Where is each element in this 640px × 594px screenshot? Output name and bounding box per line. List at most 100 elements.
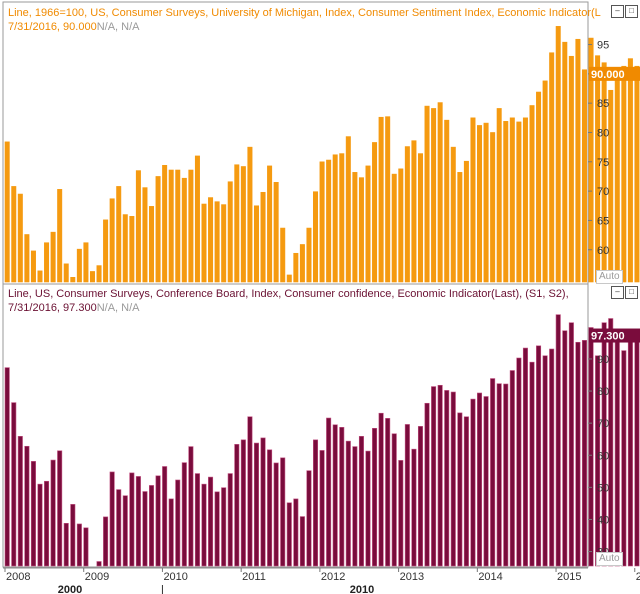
bar — [358, 177, 364, 283]
bar — [63, 523, 69, 567]
bar — [424, 105, 430, 283]
bar — [135, 476, 141, 567]
bar — [253, 442, 259, 567]
bar — [319, 161, 325, 283]
panel1-minimize-button[interactable]: – — [611, 5, 624, 18]
bar — [503, 383, 509, 567]
bar — [522, 347, 528, 567]
bar — [627, 338, 633, 567]
panel1-auto-scale-button[interactable]: Auto — [596, 270, 623, 284]
bar — [358, 436, 364, 567]
bar — [109, 471, 115, 567]
bar — [260, 191, 266, 283]
bar — [549, 348, 555, 567]
bar — [57, 189, 63, 283]
y-tick-label: 60 — [597, 450, 609, 462]
panel2-minimize-button[interactable]: – — [611, 286, 624, 299]
bar — [424, 402, 430, 567]
bar — [503, 121, 509, 283]
y-tick-label: 70 — [597, 418, 609, 430]
bar — [227, 473, 233, 567]
bar — [562, 41, 568, 283]
bar — [240, 439, 246, 567]
bar — [477, 125, 483, 283]
bar — [614, 73, 620, 283]
bar — [299, 244, 305, 283]
bar — [313, 191, 319, 283]
x-tick-label: 2008 — [6, 571, 30, 583]
bar — [221, 204, 227, 283]
legend-sentiment-na: N/A, N/A — [96, 21, 140, 33]
bar — [103, 219, 109, 283]
bar — [214, 201, 220, 283]
bar — [50, 231, 56, 283]
bar — [286, 502, 292, 567]
bar — [162, 165, 168, 283]
last-value-label-bg — [589, 328, 640, 343]
bar — [391, 433, 397, 567]
bar — [83, 242, 89, 283]
legend-sentiment-line1: Line, 1966=100, US, Consumer Surveys, Un… — [8, 7, 601, 19]
bar — [201, 483, 207, 567]
bar — [431, 108, 437, 283]
legend-confidence-line2: 7/31/2016, 97.300 — [8, 302, 97, 314]
y-tick-label: 40 — [597, 514, 609, 526]
bar — [568, 322, 574, 567]
bar — [352, 172, 358, 283]
bar — [372, 427, 378, 567]
bar — [345, 136, 351, 283]
bar — [332, 424, 338, 567]
bar — [149, 206, 155, 283]
bar — [575, 38, 581, 283]
bar — [201, 203, 207, 283]
bar — [221, 487, 227, 567]
bar — [83, 527, 89, 567]
bar — [253, 205, 259, 283]
legend-confidence-na: N/A, N/A — [96, 302, 140, 314]
bar — [450, 391, 456, 567]
bar — [483, 396, 489, 567]
bar — [588, 37, 594, 283]
bar — [444, 119, 450, 283]
bar — [306, 227, 312, 283]
bar — [116, 489, 122, 567]
bar — [326, 417, 332, 567]
bar — [542, 355, 548, 567]
bar — [463, 416, 469, 567]
bar — [162, 466, 168, 567]
panel2-maximize-button[interactable]: □ — [625, 286, 638, 299]
bar — [365, 165, 371, 283]
bar — [142, 187, 148, 283]
bar — [194, 473, 200, 567]
bar — [24, 234, 30, 283]
bar — [175, 479, 181, 567]
y-tick-label: 90 — [597, 354, 609, 366]
bar — [444, 390, 450, 567]
bar — [181, 462, 187, 567]
bar — [175, 169, 181, 283]
bar — [319, 450, 325, 567]
panel2-auto-scale-button[interactable]: Auto — [596, 552, 623, 566]
bar — [17, 193, 23, 283]
bar — [149, 485, 155, 567]
bar — [404, 424, 410, 567]
bar — [542, 80, 548, 283]
bar — [4, 367, 10, 567]
bar — [129, 216, 135, 283]
bar — [247, 146, 253, 283]
bar — [634, 332, 640, 567]
bar — [391, 173, 397, 283]
bar — [260, 437, 266, 567]
bar — [483, 122, 489, 283]
bar — [129, 472, 135, 567]
bar — [516, 121, 522, 283]
panel1-maximize-button[interactable]: □ — [625, 5, 638, 18]
y-tick-label: 85 — [597, 98, 609, 110]
bar — [509, 370, 515, 567]
bar — [109, 198, 115, 283]
bar — [477, 392, 483, 567]
bar — [273, 462, 279, 567]
bar — [96, 561, 102, 567]
x-tick-label: 2009 — [85, 571, 109, 583]
bar — [208, 476, 214, 567]
